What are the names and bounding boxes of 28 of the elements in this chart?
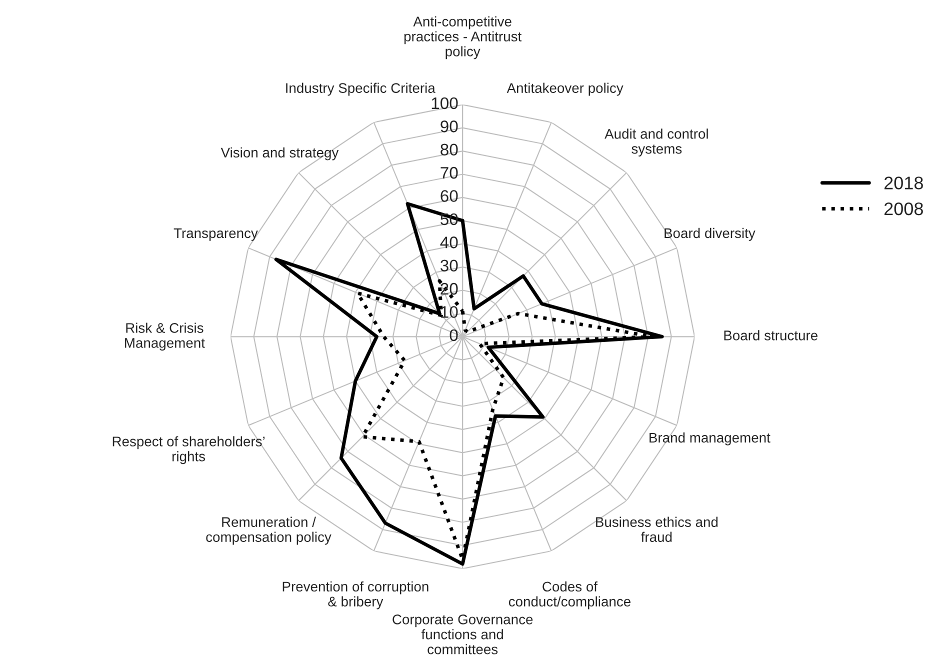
spoke-label: Prevention of corruption & bribery [282,581,428,610]
spoke-label: Respect of shareholders’ rights [112,436,265,464]
spoke-label: Business ethics and fraud [596,516,718,542]
legend-label: 2018 [884,176,923,190]
y-tick-label: 100 [432,97,458,110]
y-tick-label: 0 [450,329,458,342]
spoke-label: Vision and strategy [220,147,339,160]
y-tick-label: 90 [440,120,458,132]
y-tick-label: 10 [441,306,458,318]
y-tick-label: 70 [440,166,458,179]
spoke-label: Industry Specific Criteria [286,82,436,96]
y-tick-label: 20 [440,282,458,295]
spoke-label: Antitakeover policy [506,82,624,96]
spoke-label: Board structure [724,330,818,340]
spoke-label: Audit and control systems [604,128,708,156]
spoke-label: Board diversity [664,228,756,241]
spoke-label: Codes of conduct/compliance [508,581,630,610]
y-tick-label: 30 [440,260,458,272]
spoke-label: Anti-competitive practices - Antitrust policy [404,16,522,60]
spoke-label: Remuneration / compensation policy [206,516,332,545]
spoke-label: Transparency [174,228,258,241]
y-tick-label: 60 [440,190,458,202]
y-tick-label: 40 [440,236,458,248]
spoke-label: Brand management [650,432,770,446]
spoke-label: Risk & Crisis Management [125,322,205,351]
spoke-label: Corporate Governance functions and committees [392,614,533,654]
y-tick-label: 80 [440,144,458,156]
legend-label: 2008 [884,202,923,216]
